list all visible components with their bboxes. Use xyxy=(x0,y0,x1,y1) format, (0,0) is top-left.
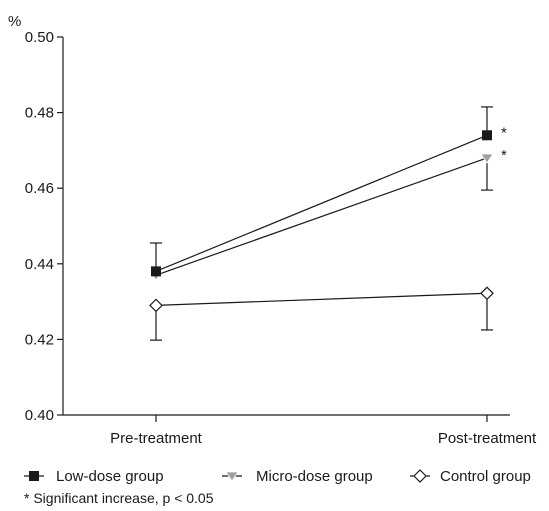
x-tick-label: Post-treatment xyxy=(438,430,537,447)
y-tick-label: 0.50 xyxy=(25,29,54,46)
y-tick-label: 0.44 xyxy=(25,256,54,273)
series-errorbars xyxy=(150,106,493,272)
y-tick-label: 0.42 xyxy=(25,331,54,348)
y-tick-label: 0.48 xyxy=(25,105,54,122)
footnote: * Significant increase, p < 0.05 xyxy=(24,490,214,506)
data-point xyxy=(151,266,161,277)
data-point xyxy=(149,298,163,313)
significance-mark: * xyxy=(501,147,507,164)
y-tick-label: 0.46 xyxy=(25,180,54,197)
series-layer: ** xyxy=(149,106,507,341)
significance-mark: * xyxy=(501,124,507,141)
y-axis-title: % xyxy=(8,13,21,30)
legend-label: Micro-dose group xyxy=(256,468,373,485)
x-ticks: Pre-treatment Post-treatment xyxy=(110,415,537,447)
legend-marker xyxy=(413,469,427,483)
series-line xyxy=(155,157,488,276)
axes: % 0.40 0.42 0.44 0.46 0.48 0.50 Pre-treatment… xyxy=(8,13,537,447)
x-tick-label: Pre-treatment xyxy=(110,430,203,447)
series-line xyxy=(155,292,488,306)
legend-item: Micro-dose group xyxy=(222,468,373,485)
legend-item: Control group xyxy=(410,468,531,485)
y-tick-label: 0.40 xyxy=(25,407,54,424)
legend-marker xyxy=(225,471,239,482)
data-point xyxy=(482,130,492,141)
y-ticks: 0.40 0.42 0.44 0.46 0.48 0.50 xyxy=(25,29,63,424)
series-line xyxy=(155,134,488,272)
legend-item: Low-dose group xyxy=(24,468,164,485)
data-point xyxy=(480,286,494,301)
data-point xyxy=(480,153,494,164)
legend-marker xyxy=(29,471,39,481)
legend: Low-dose group Micro-dose group Control gr… xyxy=(24,468,531,485)
legend-label: Control group xyxy=(440,468,531,485)
legend-label: Low-dose group xyxy=(56,468,164,485)
series-errorbars xyxy=(150,293,493,341)
